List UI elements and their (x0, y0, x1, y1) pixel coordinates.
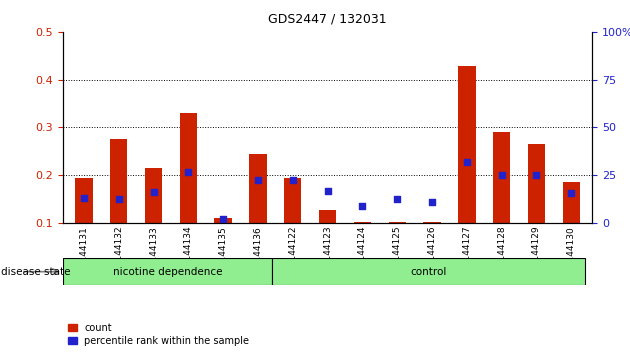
Bar (389, 222, 406, 223)
Legend: count, percentile rank within the sample: count, percentile rank within the sample (68, 323, 249, 346)
Bar (528, 144, 545, 223)
Bar (458, 66, 476, 223)
Bar (353, 222, 371, 223)
Point (79, 195, 89, 200)
Bar (493, 132, 510, 223)
Point (496, 172, 507, 178)
Text: GDS2447 / 132031: GDS2447 / 132031 (268, 12, 387, 25)
Bar (110, 139, 127, 223)
Point (113, 196, 123, 202)
Bar (272, 258, 585, 285)
Point (149, 189, 159, 195)
Point (253, 177, 263, 183)
Text: disease state: disease state (1, 267, 71, 277)
Point (462, 159, 472, 165)
Point (288, 177, 298, 183)
Point (218, 216, 228, 222)
Bar (249, 154, 266, 223)
Bar (180, 113, 197, 223)
Point (392, 196, 403, 201)
Bar (423, 222, 441, 223)
Point (357, 203, 367, 209)
Text: nicotine dependence: nicotine dependence (113, 267, 222, 277)
Bar (319, 210, 336, 223)
Point (427, 199, 437, 204)
Point (532, 172, 542, 178)
Text: control: control (410, 267, 447, 277)
Bar (75, 178, 93, 223)
Point (566, 190, 576, 196)
Point (183, 169, 193, 175)
Point (323, 188, 333, 194)
Bar (563, 182, 580, 223)
Bar (145, 168, 163, 223)
Bar (63, 258, 272, 285)
Bar (284, 178, 302, 223)
Bar (214, 218, 232, 223)
